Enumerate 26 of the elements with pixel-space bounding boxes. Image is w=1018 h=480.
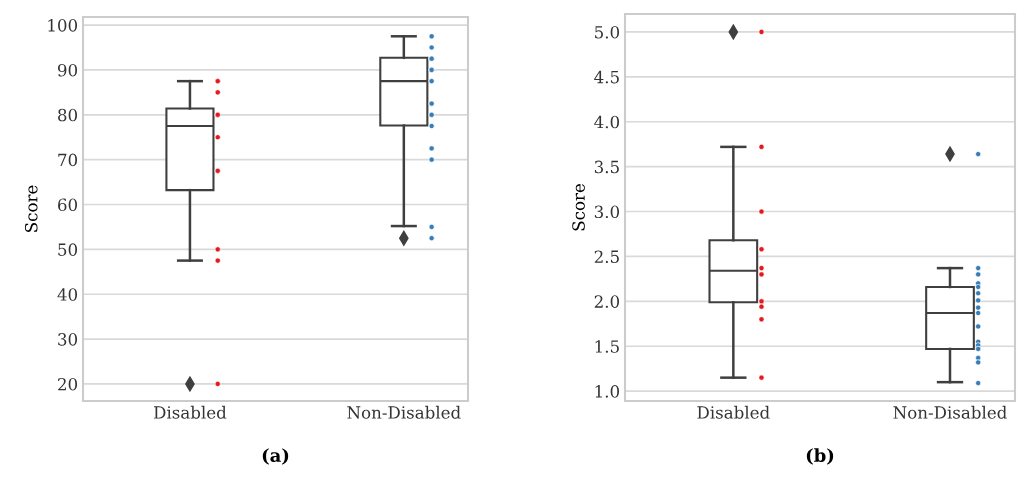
y-tick-label: 30 (58, 333, 78, 346)
y-axis-title: Score (24, 185, 38, 232)
text: (a) (262, 448, 289, 465)
y-tick-label: 2.5 (594, 250, 619, 264)
y-tick-label: 4.0 (594, 115, 620, 129)
y-tick-label: 60 (58, 198, 78, 212)
y-tick-label: 90 (57, 63, 78, 77)
x-tick-label: Disabled (697, 405, 770, 419)
x-tick-label: Non-Disabled (893, 405, 1007, 419)
y-tick-label: 100 (48, 19, 78, 32)
y-axis-title: Score (572, 184, 585, 231)
text: (b) (806, 448, 834, 465)
y-tick-label: 50 (58, 243, 78, 256)
y-tick-label: 5.0 (595, 25, 620, 39)
y-tick-label: 70 (58, 153, 78, 167)
y-tick-label: 3.0 (594, 205, 620, 219)
x-tick-label: Disabled (154, 405, 227, 419)
y-tick-label: 3.5 (594, 160, 619, 174)
y-tick-label: 20 (58, 377, 78, 391)
y-tick-label: 4.5 (594, 70, 619, 84)
y-tick-label: 1.0 (595, 385, 620, 398)
y-tick-label: 2.0 (594, 295, 620, 308)
y-tick-label: 80 (58, 108, 78, 122)
y-tick-label: 1.5 (595, 340, 619, 353)
x-tick-label: Non-Disabled (347, 405, 461, 419)
y-tick-label: 40 (57, 288, 78, 301)
